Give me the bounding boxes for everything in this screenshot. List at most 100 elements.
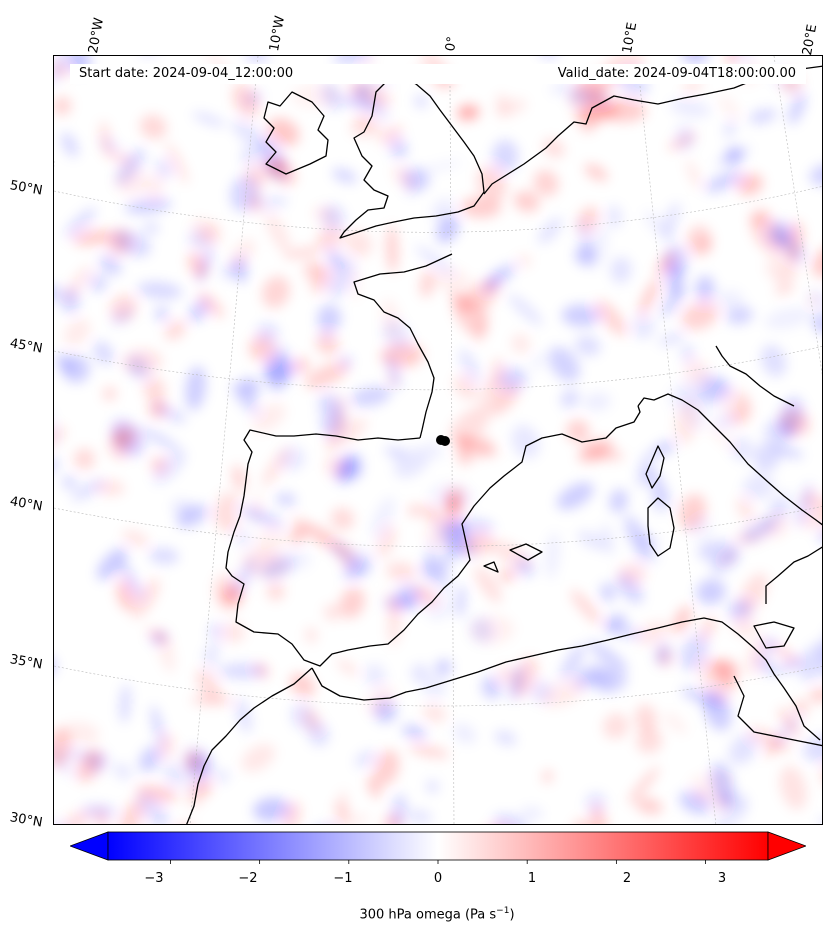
omega-negative-cell — [350, 386, 392, 407]
omega-negative-cell — [604, 613, 626, 632]
omega-negative-cell — [327, 258, 355, 298]
omega-negative-cell — [575, 335, 601, 356]
omega-negative-cell — [434, 576, 454, 594]
omega-negative-cell — [138, 745, 163, 773]
omega-positive-cell — [408, 744, 450, 758]
omega-negative-cell — [666, 263, 684, 296]
omega-negative-cell — [515, 558, 534, 577]
omega-positive-cell — [76, 748, 103, 782]
omega-positive-cell — [700, 616, 716, 641]
lon-label-20e: 20°E — [800, 23, 821, 57]
omega-negative-cell — [458, 348, 481, 383]
coast-italy — [765, 546, 822, 604]
omega-positive-cell — [112, 425, 137, 446]
omega-positive-cell — [196, 668, 221, 701]
omega-negative-cell — [680, 634, 709, 671]
colorbar-extend-max — [767, 831, 806, 861]
omega-negative-cell — [508, 666, 525, 701]
omega-negative-cell — [203, 648, 219, 669]
omega-positive-cell — [497, 666, 515, 684]
omega-negative-cell — [696, 579, 726, 605]
coast-atlantic-morocco — [186, 667, 313, 824]
omega-positive-cell — [192, 217, 212, 244]
coast-iberia — [225, 405, 641, 667]
omega-negative-cell — [62, 476, 77, 489]
omega-positive-cell — [220, 582, 245, 606]
colorbar — [70, 831, 806, 864]
omega-negative-cell — [681, 344, 694, 363]
meridian-0 — [449, 85, 455, 824]
lat-label-35n: 35°N — [8, 652, 44, 673]
omega-negative-cell — [632, 314, 655, 340]
omega-negative-cell — [341, 97, 376, 110]
omega-negative-cell — [741, 518, 775, 543]
omega-negative-cell — [382, 320, 411, 350]
omega-positive-cell — [584, 163, 608, 181]
omega-positive-cell — [655, 251, 675, 276]
omega-negative-cell — [749, 108, 777, 124]
omega-positive-cell — [460, 196, 502, 218]
omega-negative-cell — [231, 382, 259, 414]
omega-positive-cell — [533, 169, 559, 197]
omega-negative-cell — [730, 437, 755, 462]
omega-negative-cell — [582, 224, 609, 271]
coast-corsica — [645, 445, 665, 489]
omega-negative-cell — [592, 666, 628, 693]
omega-positive-cell — [542, 770, 553, 783]
omega-positive-cell — [453, 374, 478, 400]
omega-negative-cell — [391, 793, 407, 824]
omega-positive-cell — [221, 622, 245, 643]
omega-positive-cell — [699, 657, 732, 701]
omega-positive-cell — [119, 799, 145, 824]
omega-positive-cell — [635, 797, 663, 815]
omega-positive-cell — [809, 688, 822, 703]
omega-negative-cell — [137, 793, 170, 824]
omega-negative-cell — [777, 396, 804, 439]
omega-positive-cell — [434, 268, 471, 292]
omega-negative-cell — [710, 762, 734, 806]
omega-negative-cell — [802, 735, 822, 763]
omega-positive-cell — [254, 526, 286, 559]
omega-positive-cell — [495, 93, 509, 119]
colorbar-tick-label: −3 — [144, 871, 164, 886]
omega-positive-cell — [230, 238, 255, 267]
omega-positive-cell — [294, 357, 309, 374]
omega-negative-cell — [266, 346, 291, 393]
omega-positive-cell — [488, 384, 520, 416]
omega-negative-cell — [453, 723, 477, 744]
omega-positive-cell — [732, 614, 757, 637]
omega-negative-cell — [681, 56, 710, 65]
omega-positive-cell — [164, 320, 186, 341]
omega-negative-cell — [219, 663, 266, 680]
omega-positive-cell — [305, 627, 317, 644]
omega-negative-cell — [636, 450, 654, 488]
omega-positive-cell — [336, 659, 358, 676]
omega-positive-cell — [159, 733, 175, 759]
omega-negative-cell — [498, 367, 527, 391]
omega-negative-cell — [609, 489, 628, 513]
omega-positive-cell — [793, 699, 809, 716]
omega-positive-cell — [736, 173, 763, 196]
omega-positive-cell — [187, 252, 207, 279]
omega-positive-cell — [814, 498, 822, 537]
omega-positive-cell — [248, 336, 276, 362]
colorbar-tick-label: −1 — [333, 871, 353, 886]
omega-negative-cell — [772, 502, 788, 517]
omega-positive-cell — [511, 334, 530, 354]
omega-map — [54, 56, 822, 824]
omega-negative-cell — [155, 158, 173, 179]
omega-positive-cell — [686, 159, 702, 189]
omega-negative-cell — [658, 332, 685, 346]
omega-positive-cell — [474, 566, 502, 603]
omega-positive-cell — [422, 704, 447, 723]
coast-sicily — [753, 621, 795, 649]
omega-negative-cell — [561, 304, 601, 327]
omega-positive-cell — [63, 810, 91, 824]
omega-positive-cell — [386, 225, 398, 273]
omega-negative-cell — [728, 733, 758, 765]
omega-positive-cell — [638, 278, 660, 316]
omega-negative-cell — [93, 340, 114, 366]
omega-negative-cell — [318, 393, 343, 415]
omega-negative-cell — [410, 663, 430, 684]
omega-positive-cell — [143, 377, 166, 401]
